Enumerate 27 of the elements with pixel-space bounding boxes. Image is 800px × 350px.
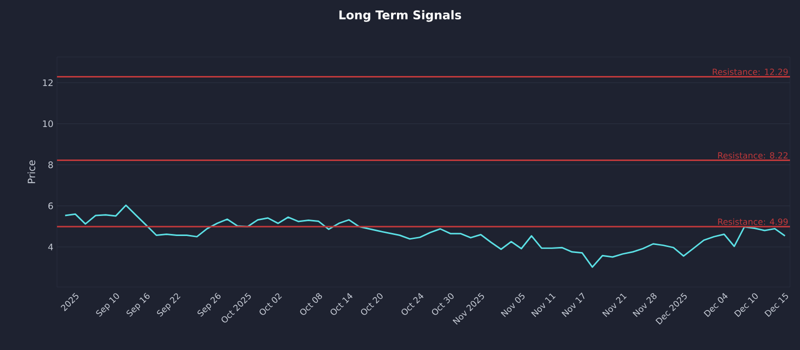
x-tick-label: Sep 16: [126, 292, 150, 317]
y-axis-title: Price: [28, 160, 36, 184]
x-tick-label: Dec 10: [734, 293, 758, 317]
x-tick-label: Oct 14: [330, 293, 352, 315]
x-tick-label: Oct 20: [361, 293, 383, 315]
y-tick-label: 6: [48, 202, 53, 210]
x-tick-label: Oct 02: [260, 293, 282, 315]
x-tick-label: Dec 15: [764, 292, 788, 317]
ref-line-label: Resistance: 4.99: [718, 218, 788, 225]
x-tick-label: Oct 08: [300, 293, 322, 315]
y-tick-label: 10: [43, 120, 53, 128]
ref-line-label: Resistance: 12.29: [712, 68, 788, 76]
x-tick-label: Nov 05: [500, 292, 525, 318]
x-tick-label: Nov 17: [562, 292, 584, 317]
x-tick-label: Oct 30: [432, 293, 454, 315]
x-tick-label: Nov 28: [632, 293, 657, 318]
ref-line-label: Resistance: 8.22: [718, 152, 788, 159]
y-tick-label: 4: [48, 244, 53, 250]
x-tick-label: Sep 26: [198, 292, 221, 317]
x-tick-label: Sep 22: [156, 293, 180, 317]
x-tick-label: Sep 10: [96, 293, 120, 317]
chart-title: Long Term Signals: [339, 10, 462, 22]
y-tick-label: 8: [48, 161, 53, 168]
y-tick-label: 12: [43, 79, 53, 86]
x-tick-label: Dec 04: [704, 293, 728, 317]
x-tick-label: Oct 24: [402, 293, 424, 315]
x-tick-label: Nov 21: [602, 294, 627, 318]
